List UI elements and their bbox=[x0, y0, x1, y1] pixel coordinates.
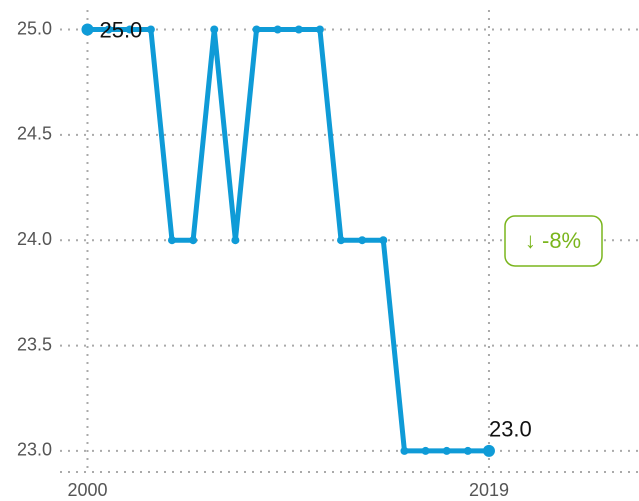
point bbox=[482, 444, 495, 457]
point bbox=[104, 25, 113, 34]
point bbox=[210, 25, 219, 34]
point bbox=[231, 236, 240, 245]
point bbox=[81, 23, 94, 36]
x-tick-label: 2000 bbox=[67, 480, 107, 500]
point bbox=[189, 236, 198, 245]
point bbox=[146, 25, 155, 34]
point bbox=[442, 446, 451, 455]
y-tick-label: 23.5 bbox=[17, 334, 52, 354]
point bbox=[273, 25, 282, 34]
point bbox=[400, 446, 409, 455]
point bbox=[463, 446, 472, 455]
point bbox=[421, 446, 430, 455]
y-tick-label: 25.0 bbox=[17, 18, 52, 38]
value-label: 25.0 bbox=[99, 17, 142, 42]
y-tick-label: 24.0 bbox=[17, 229, 52, 249]
point bbox=[379, 236, 388, 245]
point bbox=[315, 25, 324, 34]
change-badge bbox=[504, 215, 603, 267]
point bbox=[294, 25, 303, 34]
point bbox=[125, 25, 134, 34]
change-label: ↓ -8% bbox=[525, 228, 581, 253]
y-tick-label: 24.5 bbox=[17, 124, 52, 144]
point bbox=[252, 25, 261, 34]
point bbox=[337, 236, 346, 245]
point bbox=[358, 236, 367, 245]
y-tick-label: 23.0 bbox=[17, 440, 52, 460]
point bbox=[167, 236, 176, 245]
value-label: 23.0 bbox=[489, 417, 532, 442]
x-tick-label: 2019 bbox=[469, 480, 509, 500]
